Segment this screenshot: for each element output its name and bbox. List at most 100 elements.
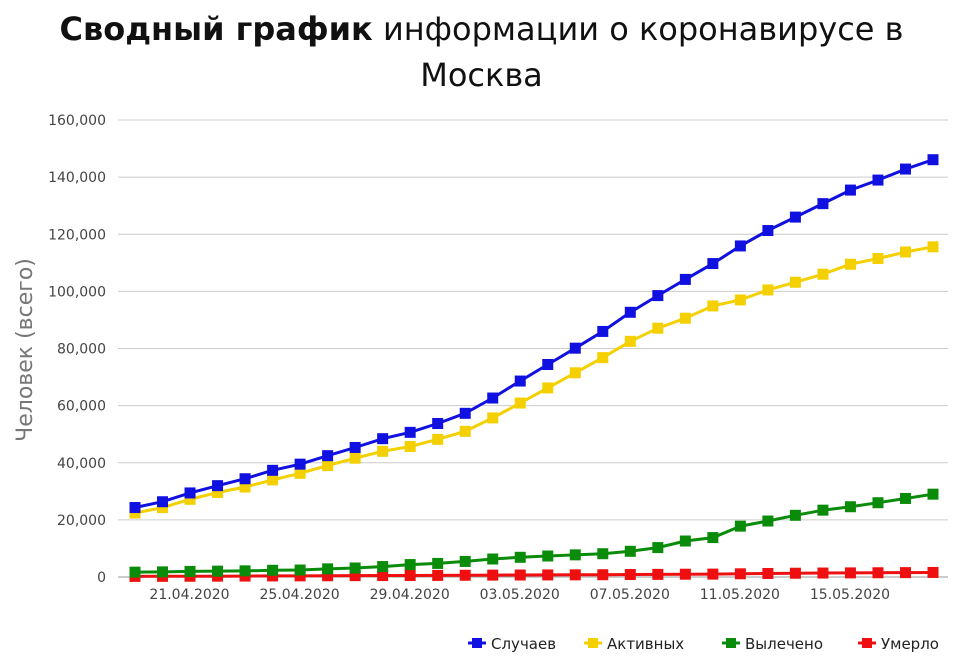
data-point bbox=[212, 480, 224, 492]
data-point bbox=[157, 566, 169, 578]
data-point bbox=[899, 492, 911, 504]
data-point bbox=[679, 273, 691, 285]
data-point bbox=[294, 570, 306, 582]
data-point bbox=[514, 551, 526, 563]
data-point bbox=[432, 418, 444, 430]
data-point bbox=[597, 569, 609, 581]
data-point bbox=[789, 567, 801, 579]
data-point bbox=[267, 570, 279, 582]
data-point bbox=[377, 570, 389, 582]
data-point bbox=[459, 425, 471, 437]
data-point bbox=[899, 246, 911, 258]
y-tick-label: 0 bbox=[97, 570, 106, 586]
y-tick-label: 40,000 bbox=[57, 456, 106, 472]
y-tick-label: 100,000 bbox=[48, 284, 106, 300]
data-point bbox=[707, 568, 719, 580]
data-point bbox=[899, 163, 911, 175]
data-point bbox=[762, 225, 774, 237]
data-point bbox=[432, 569, 444, 581]
data-point bbox=[817, 198, 829, 210]
data-point bbox=[239, 473, 251, 485]
y-tick-label: 120,000 bbox=[48, 227, 106, 243]
data-point bbox=[872, 567, 884, 579]
y-tick-label: 60,000 bbox=[57, 399, 106, 415]
data-point bbox=[652, 322, 664, 334]
data-point bbox=[624, 306, 636, 318]
data-point bbox=[872, 174, 884, 186]
data-point bbox=[734, 294, 746, 306]
data-point bbox=[322, 563, 334, 575]
data-point bbox=[129, 566, 141, 578]
legend-item-cases: Случаев bbox=[468, 635, 556, 653]
data-point bbox=[294, 564, 306, 576]
data-point bbox=[734, 520, 746, 532]
chart-title-city: Москва bbox=[420, 56, 543, 94]
series-line bbox=[134, 245, 934, 515]
y-tick-label: 160,000 bbox=[48, 113, 106, 129]
legend-item-recovered: Вылечено bbox=[722, 635, 823, 653]
series-deaths bbox=[129, 566, 939, 582]
data-point bbox=[294, 467, 306, 479]
data-point bbox=[624, 335, 636, 347]
data-point bbox=[569, 367, 581, 379]
x-tick-label: 11.05.2020 bbox=[700, 587, 780, 603]
data-point bbox=[377, 433, 389, 445]
series-cases bbox=[129, 154, 939, 514]
data-point bbox=[597, 352, 609, 364]
data-point bbox=[817, 504, 829, 516]
legend-item-active: Активных bbox=[584, 635, 684, 653]
data-point bbox=[927, 241, 939, 253]
data-point bbox=[569, 342, 581, 354]
data-point bbox=[239, 481, 251, 493]
x-tick-label: 15.05.2020 bbox=[810, 587, 890, 603]
data-point bbox=[927, 154, 939, 166]
data-point bbox=[404, 569, 416, 581]
data-point bbox=[349, 452, 361, 464]
data-point bbox=[432, 433, 444, 445]
data-point bbox=[542, 550, 554, 562]
data-point bbox=[762, 567, 774, 579]
data-point bbox=[487, 392, 499, 404]
data-point bbox=[514, 569, 526, 581]
data-point bbox=[872, 253, 884, 265]
data-point bbox=[487, 412, 499, 424]
data-point bbox=[899, 567, 911, 579]
data-point bbox=[267, 464, 279, 476]
data-point bbox=[569, 569, 581, 581]
legend-label: Умерло bbox=[881, 635, 939, 653]
data-point bbox=[734, 240, 746, 252]
data-point bbox=[487, 569, 499, 581]
y-axis-label: Человек (всего) bbox=[13, 258, 38, 442]
data-point bbox=[707, 258, 719, 270]
series-recovered bbox=[129, 488, 939, 578]
data-point bbox=[707, 300, 719, 312]
data-point bbox=[377, 561, 389, 573]
data-point bbox=[349, 441, 361, 453]
data-point bbox=[322, 570, 334, 582]
legend-label: Активных bbox=[607, 635, 684, 653]
x-tick-label: 29.04.2020 bbox=[370, 587, 450, 603]
data-point bbox=[652, 290, 664, 302]
data-point bbox=[514, 397, 526, 409]
data-point bbox=[157, 496, 169, 508]
data-point bbox=[184, 493, 196, 505]
data-point bbox=[817, 268, 829, 280]
data-point bbox=[212, 565, 224, 577]
legend-marker bbox=[588, 638, 598, 648]
data-point bbox=[459, 407, 471, 419]
data-point bbox=[844, 258, 856, 270]
series-line bbox=[134, 492, 934, 574]
data-point bbox=[624, 569, 636, 581]
x-tick-label: 07.05.2020 bbox=[590, 587, 670, 603]
data-point bbox=[239, 565, 251, 577]
legend-item-deaths: Умерло bbox=[858, 635, 939, 653]
data-point bbox=[404, 440, 416, 452]
data-point bbox=[542, 358, 554, 370]
legend-marker bbox=[726, 638, 736, 648]
y-axis-ticks: 0 20,000 40,000 60,000 80,000 100,000 120,000 1… bbox=[48, 113, 106, 586]
data-point bbox=[597, 325, 609, 337]
y-tick-label: 20,000 bbox=[57, 513, 106, 529]
x-tick-label: 25.04.2020 bbox=[260, 587, 340, 603]
data-point bbox=[927, 566, 939, 578]
